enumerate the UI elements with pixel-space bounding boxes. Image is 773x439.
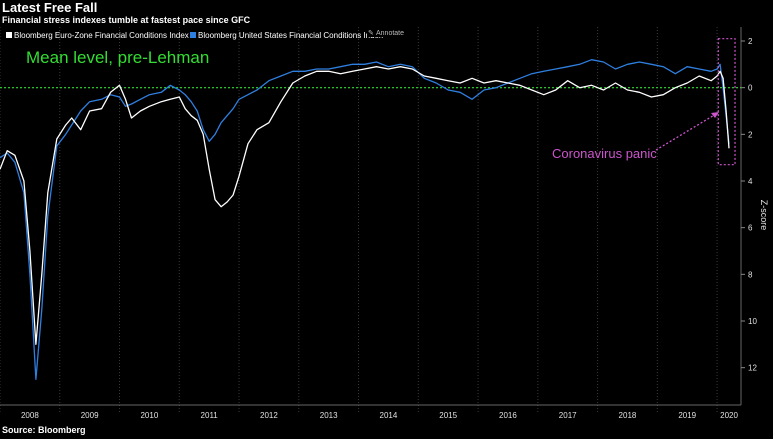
coronavirus-panic-arrow	[655, 113, 717, 151]
coronavirus-panic-label: Coronavirus panic	[552, 146, 657, 161]
y-tick-label: 0	[748, 84, 753, 93]
source-note: Source: Bloomberg	[2, 425, 86, 435]
y-tick-label: 12	[748, 364, 757, 373]
y-tick-label: 10	[748, 317, 757, 326]
x-tick-label: 2009	[81, 411, 99, 420]
y-tick-label: 6	[748, 224, 753, 233]
coronavirus-panic-arrowhead	[711, 112, 719, 118]
y-tick-label: 4	[748, 177, 753, 186]
y-ticks: 2 0 2 4 6 8 10 12	[741, 37, 757, 373]
grid	[0, 27, 718, 413]
series-line-euro	[0, 66, 730, 345]
legend-swatch-euro	[6, 32, 12, 38]
annotate-label: Annotate	[376, 30, 404, 37]
x-tick-label: 2012	[260, 411, 278, 420]
annotate-button[interactable]: ✎ Annotate	[367, 27, 409, 37]
legend-swatch-us	[190, 32, 196, 38]
chart-subtitle: Financial stress indexes tumble at faste…	[2, 15, 251, 25]
y-axis-label: Z-score	[759, 200, 769, 231]
x-tick-label: 2018	[619, 411, 637, 420]
x-tick-label: 2014	[380, 411, 398, 420]
x-tick-label: 2013	[320, 411, 338, 420]
x-tick-label: 2016	[499, 411, 517, 420]
x-tick-label: 2011	[201, 411, 219, 420]
legend-label-us: Bloomberg United States Financial Condit…	[198, 31, 383, 40]
x-ticks: 2008 2009 2010 2011 2012 2013 2014 2015 2016 2017…	[21, 411, 739, 420]
x-tick-label: 2020	[720, 411, 738, 420]
legend-label-euro: Bloomberg Euro-Zone Financial Conditions…	[14, 31, 189, 40]
y-tick-label: 2	[748, 37, 753, 46]
legend: Bloomberg Euro-Zone Financial Conditions…	[6, 31, 383, 40]
mean-level-label: Mean level, pre-Lehman	[26, 48, 209, 67]
annotate-icon: ✎	[368, 30, 374, 37]
series-lines	[0, 59, 730, 380]
y-tick-label: 8	[748, 270, 753, 279]
x-tick-label: 2017	[559, 411, 577, 420]
x-tick-label: 2019	[678, 411, 696, 420]
x-tick-label: 2008	[21, 411, 39, 420]
axes	[0, 27, 742, 406]
x-tick-label: 2015	[439, 411, 457, 420]
chart-title: Latest Free Fall	[2, 0, 98, 15]
y-tick-label: 2	[748, 130, 753, 139]
x-tick-label: 2010	[140, 411, 158, 420]
coronavirus-panic-box	[717, 38, 736, 166]
series-line-us	[0, 59, 730, 380]
